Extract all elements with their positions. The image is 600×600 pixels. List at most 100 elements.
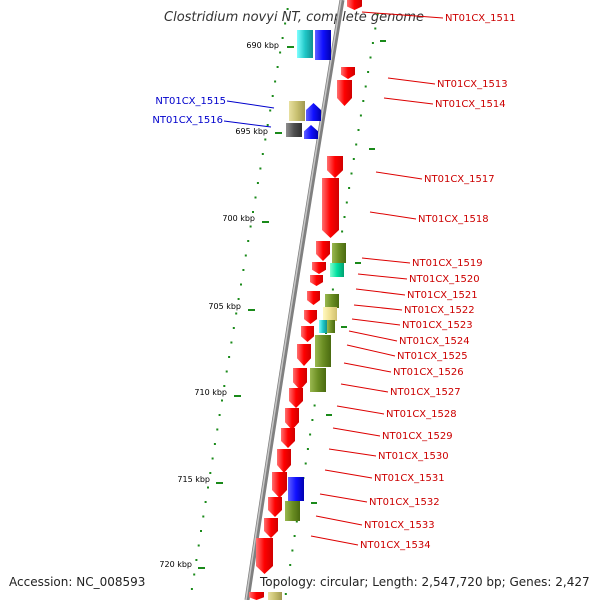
gene-label-NT01CX_1519[interactable]: NT01CX_1519 [412, 258, 483, 269]
track-dot [371, 42, 374, 44]
gene-label-NT01CX_1533[interactable]: NT01CX_1533 [364, 520, 435, 531]
gene-NT01CX_1529[interactable] [285, 408, 299, 430]
track-dot [221, 399, 223, 402]
gene-label-NT01CX_1521[interactable]: NT01CX_1521 [407, 290, 478, 301]
gene-feature[interactable] [327, 320, 335, 333]
gene-label-NT01CX_1517[interactable]: NT01CX_1517 [424, 174, 495, 185]
gene-label-NT01CX_1529[interactable]: NT01CX_1529 [382, 431, 453, 442]
gene-label-NT01CX_1518[interactable]: NT01CX_1518 [418, 214, 489, 225]
gene-label-NT01CX_1520[interactable]: NT01CX_1520 [409, 274, 480, 285]
gene-label-NT01CX_1525[interactable]: NT01CX_1525 [397, 351, 468, 362]
gene-NT01CX_1533[interactable] [285, 501, 300, 521]
leader-line [353, 304, 403, 311]
gene-label-NT01CX_1526[interactable]: NT01CX_1526 [393, 367, 464, 378]
scale-label-705: 705 kbp [208, 302, 241, 311]
gene-feature[interactable] [272, 472, 287, 498]
gene-NT01CX_1525[interactable] [301, 326, 314, 342]
gene-label-NT01CX_1516[interactable]: NT01CX_1516 [152, 115, 223, 126]
scale-label-715: 715 kbp [177, 475, 210, 484]
gene-label-NT01CX_1511[interactable]: NT01CX_1511 [445, 13, 516, 24]
track-dot [271, 95, 274, 97]
track-dot [269, 109, 272, 112]
track-dot [357, 129, 360, 131]
gene-label-NT01CX_1528[interactable]: NT01CX_1528 [386, 409, 457, 420]
gene-NT01CX_1531[interactable] [277, 449, 291, 473]
track-dot [223, 385, 226, 387]
gene-feature[interactable] [249, 592, 264, 600]
gene-NT01CX_1526[interactable] [315, 335, 331, 367]
gene-NT01CX_1513[interactable] [341, 67, 355, 79]
gene-NT01CX_1522[interactable] [307, 291, 320, 305]
gene-NT01CX_1528[interactable] [289, 388, 303, 408]
gene-feature[interactable] [310, 368, 326, 392]
gene-label-NT01CX_1534[interactable]: NT01CX_1534 [360, 540, 431, 551]
track-dot [195, 559, 198, 561]
gene-NT01CX_1520[interactable] [330, 263, 344, 277]
track-dot [209, 472, 212, 474]
gene-NT01CX_1511[interactable] [347, 0, 362, 10]
gene-feature[interactable] [310, 275, 323, 286]
gene-NT01CX_1521[interactable] [312, 262, 326, 274]
track-dot [256, 182, 259, 184]
gene-NT01CX_1519[interactable] [316, 241, 330, 261]
track-dot [352, 158, 355, 160]
gene-NT01CX_1516[interactable] [286, 123, 302, 137]
gene-label-NT01CX_1524[interactable]: NT01CX_1524 [399, 336, 470, 347]
gene-feature[interactable] [306, 103, 321, 121]
gene-label-NT01CX_1522[interactable]: NT01CX_1522 [404, 305, 475, 316]
gene-NT01CX_1530[interactable] [281, 428, 295, 448]
track-dot [252, 211, 254, 213]
track-dot [200, 530, 202, 532]
track-dot [295, 520, 298, 523]
gene-NT01CX_1517[interactable] [327, 156, 343, 178]
gene-label-NT01CX_1527[interactable]: NT01CX_1527 [390, 387, 461, 398]
leader-line [348, 330, 398, 342]
kbp-tick [262, 221, 269, 223]
leader-line [383, 97, 434, 105]
gene-NT01CX_1515[interactable] [289, 101, 305, 121]
track-dot [359, 114, 362, 117]
gene-feature[interactable] [268, 592, 282, 600]
kbp-tick [234, 395, 241, 397]
gene-label-NT01CX_1531[interactable]: NT01CX_1531 [374, 473, 445, 484]
leader-line [310, 535, 359, 546]
leader-line [369, 211, 417, 220]
gene-feature[interactable] [315, 30, 331, 60]
gene-feature[interactable] [256, 538, 273, 574]
gene-label-NT01CX_1532[interactable]: NT01CX_1532 [369, 497, 440, 508]
gene-feature[interactable] [268, 497, 282, 517]
gene-label-NT01CX_1514[interactable]: NT01CX_1514 [435, 99, 506, 110]
track-dot [197, 544, 200, 547]
track-dot [367, 71, 370, 73]
track-dot [311, 419, 314, 421]
gene-NT01CX_1514[interactable] [337, 80, 352, 106]
minor-tick [311, 502, 317, 504]
track-dot [274, 80, 277, 83]
gene-feature[interactable] [297, 344, 311, 366]
topology-text: Topology: circular; Length: 2,547,720 bp… [260, 575, 590, 589]
gene-NT01CX_1534[interactable] [264, 518, 278, 538]
track-dot [348, 187, 351, 189]
gene-NT01CX_1527[interactable] [293, 368, 307, 390]
track-dot [291, 549, 294, 552]
gene-NT01CX_1524[interactable] [319, 320, 327, 333]
track-dot [284, 22, 287, 25]
leader-line [336, 405, 385, 415]
track-dot [331, 288, 334, 291]
track-dot [237, 298, 240, 300]
gene-feature[interactable] [297, 30, 313, 58]
gene-NT01CX_1523[interactable] [323, 307, 337, 321]
gene-NT01CX_1518[interactable] [322, 178, 339, 238]
gene-feature[interactable] [325, 294, 339, 308]
leader-line [328, 448, 377, 457]
gene-label-NT01CX_1530[interactable]: NT01CX_1530 [378, 451, 449, 462]
gene-label-NT01CX_1523[interactable]: NT01CX_1523 [402, 320, 473, 331]
gene-label-NT01CX_1513[interactable]: NT01CX_1513 [437, 79, 508, 90]
kbp-tick [287, 46, 294, 48]
gene-label-NT01CX_1515[interactable]: NT01CX_1515 [155, 96, 226, 107]
gene-feature[interactable] [332, 243, 346, 263]
gene-NT01CX_1532[interactable] [288, 477, 304, 501]
gene-feature[interactable] [304, 125, 318, 139]
scale-label-720: 720 kbp [159, 560, 192, 569]
gene-feature[interactable] [304, 310, 317, 324]
